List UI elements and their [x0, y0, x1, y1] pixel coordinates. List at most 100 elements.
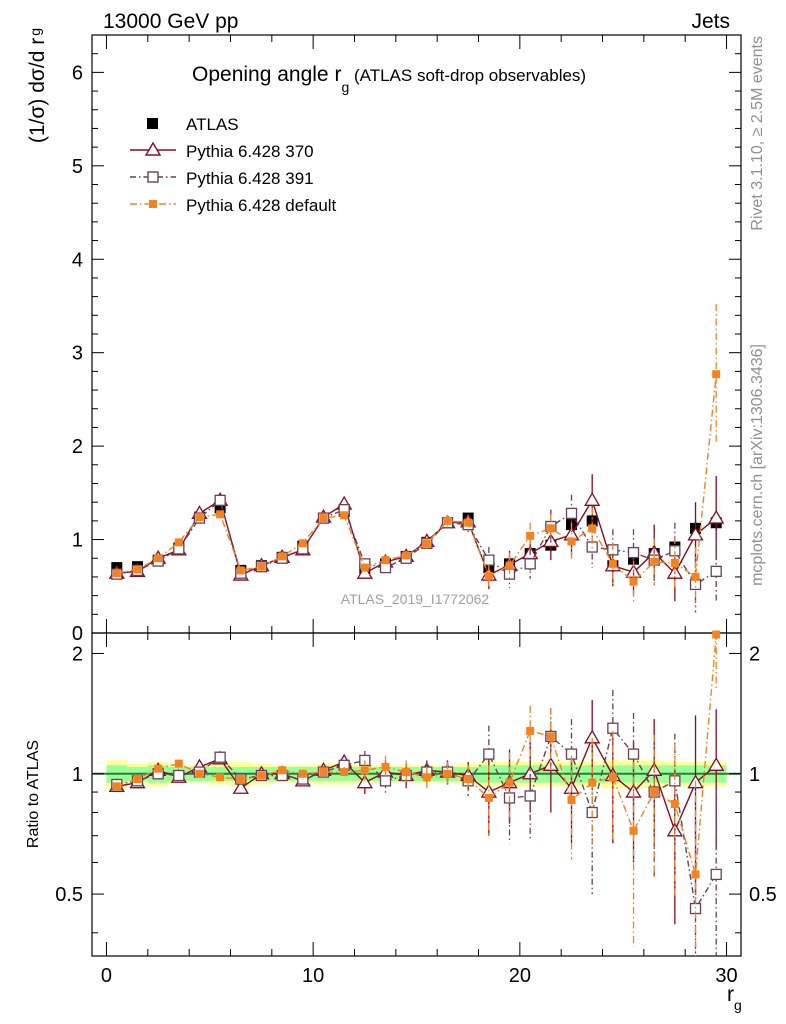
ratio-ytick-label-right: 2 — [749, 643, 760, 665]
py370-marker — [584, 492, 601, 506]
pydef-marker — [526, 531, 535, 540]
ratio-series-layer — [108, 630, 725, 956]
main-title: Opening angle rg (ATLAS soft-drop observ… — [192, 63, 586, 95]
pydef-marker — [443, 516, 452, 525]
py391-series-line — [116, 499, 717, 586]
py370-marker — [708, 757, 725, 771]
main-ylabel-subscript: g — [27, 28, 43, 36]
main-ytick-label: 0 — [72, 623, 83, 645]
pydef-marker — [526, 726, 535, 735]
pydef-marker — [402, 768, 411, 777]
pydef-marker — [360, 766, 369, 775]
pydef-marker — [629, 577, 638, 586]
main-ytick-label: 3 — [72, 343, 83, 365]
main-ylabel: (1/σ) dσ/d r g — [26, 28, 49, 143]
py391-marker — [710, 868, 722, 881]
legend: ATLAS Pythia 6.428 370 Pythia 6.428 391 … — [130, 115, 337, 215]
main-axis-ticks: 0 1 2 3 4 5 6 — [72, 34, 741, 645]
main-ytick-label: 4 — [72, 249, 83, 271]
pydef-marker — [650, 557, 659, 566]
legend-marker-py370 — [144, 141, 162, 156]
pydef-marker — [340, 511, 349, 520]
main-series-layer — [108, 304, 725, 613]
main-ytick-label: 5 — [72, 156, 83, 178]
pydef-marker — [319, 768, 328, 777]
xtick-label: 10 — [302, 965, 324, 987]
pydef-marker — [216, 773, 225, 782]
pydef-marker — [670, 558, 679, 567]
pydef-marker — [712, 370, 721, 379]
pydef-marker — [195, 769, 204, 778]
mcplots-label: mcplots.cern.ch [arXiv:1306.3436] — [749, 344, 766, 586]
pydef-marker — [154, 764, 163, 773]
pydef-marker — [546, 732, 555, 741]
pydef-marker — [298, 769, 307, 778]
pydef-marker — [216, 510, 225, 519]
pydef-marker — [464, 518, 473, 527]
pydef-marker — [133, 565, 142, 574]
legend-label-py391: Pythia 6.428 391 — [186, 169, 314, 188]
pydef-marker — [484, 572, 493, 581]
py391-marker — [483, 748, 495, 760]
py370-marker — [687, 526, 704, 541]
ratio-ylabel: Ratio to ATLAS — [25, 740, 42, 848]
pydef-marker — [174, 538, 183, 547]
pydef-marker — [567, 537, 576, 546]
energy-label: 13000 GeV pp — [103, 10, 238, 33]
py391-marker — [483, 554, 495, 566]
pydef-marker — [278, 766, 287, 775]
ratio-ytick-label-right: 0.5 — [749, 884, 777, 906]
pydef-marker — [608, 773, 617, 782]
py391-series-line — [116, 726, 717, 911]
pydef-marker — [360, 563, 369, 572]
pydef-marker — [691, 572, 700, 581]
pydef-marker — [402, 551, 411, 560]
py391-marker — [627, 748, 640, 760]
py391-marker — [379, 775, 392, 787]
ratio-ytick-label-right: 1 — [749, 764, 760, 786]
pydef-marker — [629, 826, 638, 835]
pydef-marker — [670, 800, 679, 809]
main-title-subscript: g — [341, 79, 349, 95]
main-ylabel-text: (1/σ) dσ/d r — [26, 38, 49, 143]
main-title-text: Opening angle r — [192, 63, 341, 86]
pydef-marker — [422, 773, 431, 782]
legend-label-atlas: ATLAS — [186, 115, 239, 134]
pydef-marker — [484, 793, 493, 802]
xtick-label: 20 — [509, 965, 531, 987]
pydef-marker — [712, 630, 721, 639]
pydef-marker — [278, 552, 287, 561]
py391-marker — [565, 507, 578, 520]
xlabel-text: r — [727, 983, 734, 1006]
py391-marker — [214, 751, 226, 763]
py370-marker — [356, 564, 373, 579]
pydef-marker — [154, 554, 163, 563]
xtick-label: 30 — [715, 965, 737, 987]
py370-marker — [356, 774, 373, 789]
pydef-marker — [464, 775, 473, 784]
ratio-plot-frame — [91, 632, 742, 957]
rivet-label: Rivet 3.1.10, ≥ 2.5M events — [749, 36, 766, 231]
pydef-series-line — [116, 634, 717, 875]
ratio-ytick-label-left: 1 — [72, 764, 83, 786]
py391-marker — [524, 558, 536, 570]
analysis-watermark: ATLAS_2019_I1772062 — [341, 591, 490, 607]
xtick-label: 0 — [101, 965, 112, 987]
pydef-marker — [236, 775, 245, 784]
pydef-marker — [588, 778, 597, 787]
pydef-marker — [381, 762, 390, 771]
main-title-rest: (ATLAS soft-drop observables) — [349, 66, 586, 85]
legend-label-py370: Pythia 6.428 370 — [186, 142, 314, 161]
pydef-marker — [443, 769, 452, 778]
pydef-marker — [567, 795, 576, 804]
pydef-marker — [691, 870, 700, 879]
pydef-marker — [608, 559, 617, 568]
py370-marker — [708, 509, 725, 524]
main-ytick-label: 1 — [72, 530, 83, 552]
pydef-marker — [112, 782, 121, 791]
pydef-marker — [650, 788, 659, 797]
pydef-marker — [298, 539, 307, 548]
pydef-marker — [319, 514, 328, 523]
atlas-data-point — [214, 502, 226, 514]
